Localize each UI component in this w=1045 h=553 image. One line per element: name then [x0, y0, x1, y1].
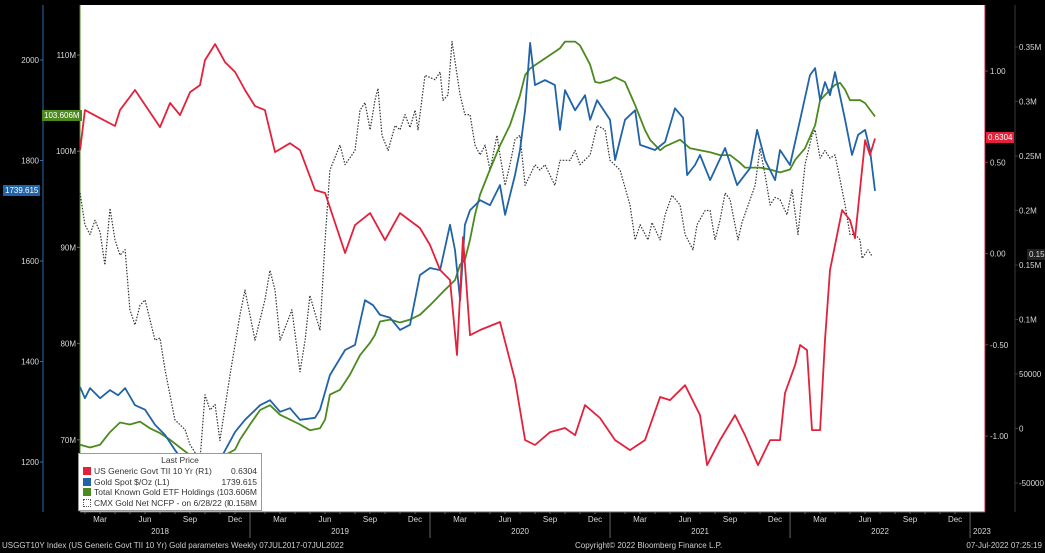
y-tick-label-r2: 0.25M: [1019, 152, 1042, 161]
plot-area: [80, 5, 985, 512]
y-tick-label-r2: 0.3M: [1019, 97, 1037, 106]
x-tick-label-month: Mar: [453, 515, 467, 524]
last-value-tag-etf: 103.606M: [42, 110, 82, 121]
last-value-tag-gold: 1739.615: [3, 185, 41, 196]
legend-value: 0.6304: [231, 466, 257, 476]
x-tick-label-year: 2023: [973, 527, 991, 536]
series-line-ncfp: [79, 40, 873, 461]
x-tick-label-month: Mar: [273, 515, 287, 524]
y-tick-label-r1: 1.00: [990, 67, 1006, 76]
x-tick-label-year: 2018: [151, 527, 169, 536]
y-tick-label-r2: 0.1M: [1019, 315, 1037, 324]
x-tick-label-month: Jun: [139, 515, 152, 524]
y-tick-label-r1: 0.00: [990, 250, 1006, 259]
x-tick-label-month: Dec: [228, 515, 242, 524]
legend-item-etf[interactable]: Total Known Gold ETF Holdings (L2) 103.6…: [83, 487, 257, 498]
x-tick-label-month: Dec: [948, 515, 962, 524]
footer-copyright: Copyright© 2022 Bloomberg Finance L.P.: [575, 541, 723, 550]
x-tick-label-month: Jun: [859, 515, 872, 524]
series-line-yield: [79, 43, 876, 466]
x-tick-label-month: Mar: [633, 515, 647, 524]
y-tick-label-r1: -1.00: [990, 432, 1009, 441]
x-tick-label-month: Sep: [543, 515, 558, 524]
x-tick-label-month: Jun: [499, 515, 512, 524]
x-tick-label-month: Mar: [813, 515, 827, 524]
x-tick-label-month: Sep: [903, 515, 918, 524]
y-tick-label-l1: 2000: [21, 56, 39, 65]
y-tick-label-l2: 100M: [56, 147, 76, 156]
x-tick-label-month: Jun: [319, 515, 332, 524]
x-tick-label-month: Sep: [363, 515, 378, 524]
y-tick-label-l2: 90M: [60, 243, 76, 252]
y-tick-label-r2: 0.15M: [1019, 261, 1042, 270]
legend-swatch: [83, 498, 91, 507]
x-tick-label-month: Dec: [588, 515, 602, 524]
series-line-etf: [79, 40, 876, 466]
x-tick-label-year: 2020: [511, 527, 529, 536]
x-tick-label-month: Sep: [723, 515, 738, 524]
y-tick-label-r2: -50000: [1019, 479, 1044, 488]
x-tick-label-month: Jun: [679, 515, 692, 524]
footer-timestamp: 07-Jul-2022 07:25:19: [966, 541, 1042, 550]
legend-value: 103.606M: [219, 487, 257, 497]
y-tick-label-l2: 70M: [60, 436, 76, 445]
legend-label: Gold Spot $/Oz (L1): [94, 476, 170, 487]
y-tick-label-r1: 0.50: [990, 158, 1006, 167]
x-tick-label-month: Mar: [93, 515, 107, 524]
legend-value: 0.158M: [228, 497, 257, 508]
x-tick-label-month: Sep: [183, 515, 198, 524]
series-line-gold: [79, 42, 876, 471]
legend: Last Price US Generic Govt TII 10 Yr (R1…: [78, 453, 262, 511]
legend-item-yield[interactable]: US Generic Govt TII 10 Yr (R1) 0.6304: [83, 466, 257, 477]
legend-swatch: [83, 488, 91, 497]
y-tick-label-r2: 0: [1019, 424, 1024, 433]
legend-item-ncfp[interactable]: CMX Gold Net NCFP - on 6/28/22 (R2) 0.15…: [83, 498, 257, 509]
legend-swatch: [83, 477, 91, 486]
last-value-tag-ncfp: 0.158M: [1027, 249, 1045, 260]
x-tick-label-year: 2019: [331, 527, 349, 536]
legend-label: Total Known Gold ETF Holdings (L2): [94, 487, 220, 497]
y-tick-label-r2: 50000: [1019, 370, 1042, 379]
legend-label: CMX Gold Net NCFP - on 6/28/22 (R2): [94, 497, 229, 508]
y-tick-label-r2: 0.2M: [1019, 206, 1037, 215]
y-tick-label-r1: -0.50: [990, 341, 1009, 350]
x-tick-label-month: Dec: [408, 515, 422, 524]
footer-description: USGGT10Y Index (US Generic Govt TII 10 Y…: [2, 541, 344, 550]
x-tick-label-year: 2022: [871, 527, 889, 536]
legend-label: US Generic Govt TII 10 Yr (R1): [94, 466, 212, 476]
x-tick-label-year: 2021: [691, 527, 709, 536]
y-tick-label-r2: 0.35M: [1019, 43, 1042, 52]
axes: 1200 1400 1600 1800 2000 70M 80M 90M 100M 110M -1.…: [21, 5, 1044, 538]
y-tick-label-l1: 1800: [21, 157, 39, 166]
series-layer: [79, 40, 876, 471]
x-tick-label-month: Dec: [768, 515, 782, 524]
legend-value: 1739.615: [221, 476, 257, 487]
y-tick-label-l2: 80M: [60, 340, 76, 349]
y-tick-label-l1: 1600: [21, 257, 39, 266]
last-value-tag-yield: 0.6304: [986, 132, 1015, 143]
legend-item-gold[interactable]: Gold Spot $/Oz (L1) 1739.615: [83, 477, 257, 488]
y-tick-label-l1: 1200: [21, 458, 39, 467]
legend-header: Last Price: [161, 455, 199, 465]
legend-swatch: [83, 467, 91, 476]
y-tick-label-l2: 110M: [57, 51, 77, 60]
y-tick-label-l1: 1400: [21, 358, 39, 367]
